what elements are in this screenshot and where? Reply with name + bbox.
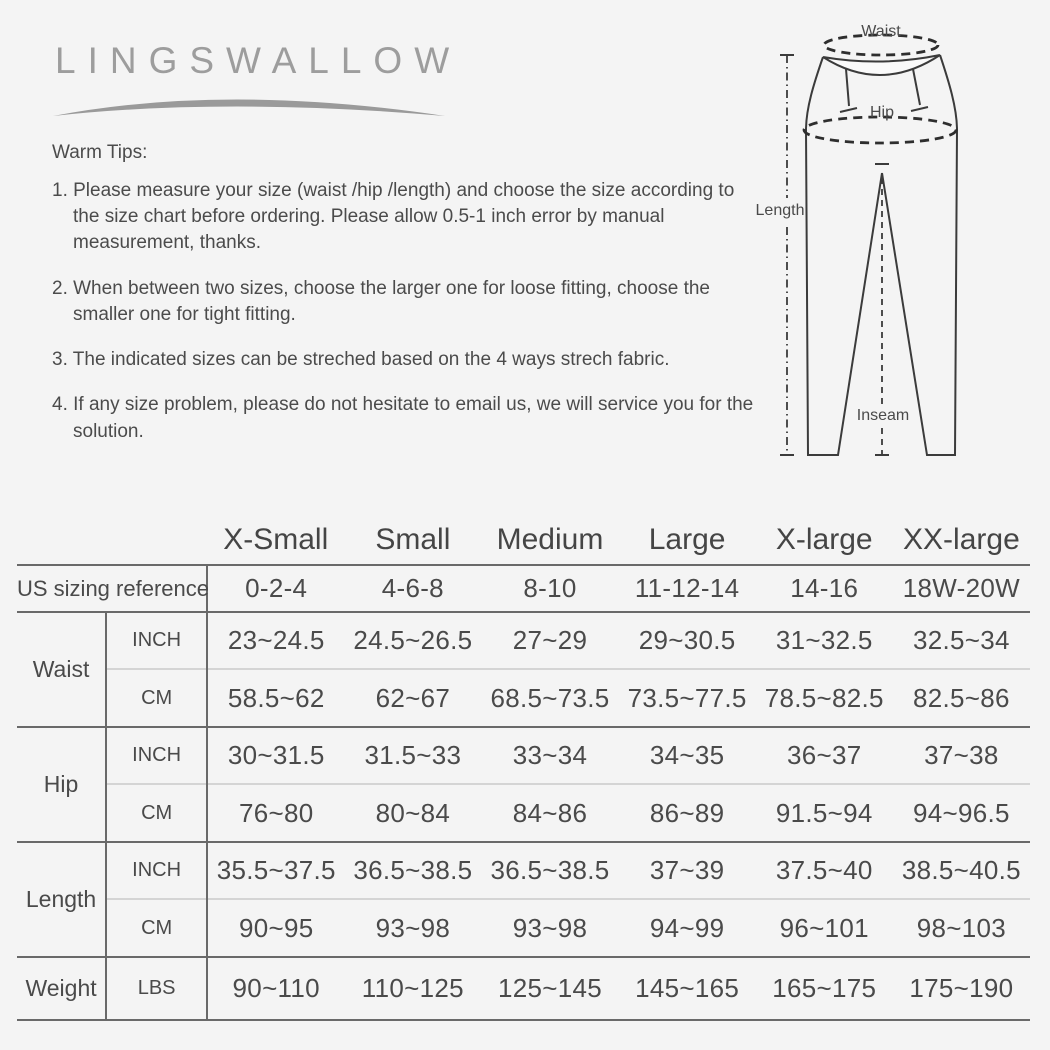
unit-label: INCH bbox=[106, 611, 209, 669]
size-cell: 58.5~62 bbox=[207, 668, 345, 727]
size-column-header: Small bbox=[344, 515, 482, 566]
size-cell: 93~98 bbox=[481, 898, 619, 957]
size-cell: 32.5~34 bbox=[892, 611, 1030, 669]
size-cell: 93~98 bbox=[344, 898, 482, 957]
inseam-line-caps bbox=[875, 163, 889, 456]
size-cell: 98~103 bbox=[892, 898, 1030, 957]
us-size-cell: 0-2-4 bbox=[245, 573, 308, 603]
size-cell: 73.5~77.5 bbox=[618, 668, 756, 727]
length-line-caps bbox=[780, 54, 794, 456]
size-column-header: Large bbox=[618, 515, 756, 566]
size-cell: 38.5~40.5 bbox=[892, 841, 1030, 899]
size-cell: 84~86 bbox=[481, 783, 619, 842]
size-cell: 125~145 bbox=[481, 956, 619, 1021]
size-cell: 35.5~37.5 bbox=[207, 841, 345, 899]
length-inch-row: Length INCH 35.5~37.5 36.5~38.5 36.5~38.… bbox=[17, 841, 1030, 957]
size-chart-table: X-Small Small Medium Large X-large XX-la… bbox=[17, 515, 1030, 1021]
size-cell: 110~125 bbox=[344, 956, 482, 1021]
us-size-cell: 8-10 bbox=[523, 573, 577, 603]
brand-swoosh-icon bbox=[53, 99, 445, 116]
size-cell: 90~95 bbox=[207, 898, 345, 957]
unit-label: CM bbox=[106, 898, 209, 957]
size-column-header: X-Small bbox=[207, 515, 345, 566]
size-cell: 91.5~94 bbox=[755, 783, 893, 842]
size-column-header: X-large bbox=[755, 515, 893, 566]
pants-measurement-diagram: Waist Hip Length Inseam bbox=[756, 23, 959, 456]
unit-label: INCH bbox=[106, 841, 209, 899]
size-cell: 78.5~82.5 bbox=[755, 668, 893, 727]
size-cell: 90~110 bbox=[207, 956, 345, 1021]
warm-tip-item: 2. When between two sizes, choose the la… bbox=[52, 277, 710, 325]
size-cell: 34~35 bbox=[618, 726, 756, 784]
size-cell: 80~84 bbox=[344, 783, 482, 842]
measurement-group-label: Length bbox=[17, 841, 108, 957]
size-cell: 31.5~33 bbox=[344, 726, 482, 784]
drawstring-right bbox=[910, 68, 929, 112]
size-cell: 33~34 bbox=[481, 726, 619, 784]
size-cell: 68.5~73.5 bbox=[481, 668, 619, 727]
us-size-cell: 18W-20W bbox=[902, 573, 1020, 603]
blank-header-cell bbox=[17, 515, 208, 566]
measurement-group-label: Hip bbox=[17, 726, 108, 842]
size-cell: 94~99 bbox=[618, 898, 756, 957]
hip-ellipse bbox=[802, 115, 958, 145]
measurement-group-label: Weight bbox=[17, 956, 108, 1021]
warm-tip-item: 4. If any size problem, please do not he… bbox=[52, 394, 754, 442]
size-cell: 94~96.5 bbox=[892, 783, 1030, 842]
size-cell: 76~80 bbox=[207, 783, 345, 842]
size-cell: 37.5~40 bbox=[755, 841, 893, 899]
hip-cm-row: CM 76~80 80~84 84~86 86~89 91.5~94 94~96… bbox=[17, 783, 1030, 842]
size-cell: 27~29 bbox=[481, 611, 619, 669]
size-cell: 96~101 bbox=[755, 898, 893, 957]
brand-logo: LINGSWALLOW bbox=[53, 40, 462, 116]
us-size-cell: 4-6-8 bbox=[381, 573, 444, 603]
size-cell: 23~24.5 bbox=[207, 611, 345, 669]
size-cell: 82.5~86 bbox=[892, 668, 1030, 727]
size-column-header: Medium bbox=[481, 515, 619, 566]
size-cell: 36.5~38.5 bbox=[344, 841, 482, 899]
waist-cm-row: CM 58.5~62 62~67 68.5~73.5 73.5~77.5 78.… bbox=[17, 668, 1030, 727]
size-header-row: X-Small Small Medium Large X-large XX-la… bbox=[17, 515, 1030, 566]
inseam-label: Inseam bbox=[857, 407, 909, 424]
warm-tip-item: 3. The indicated sizes can be streched b… bbox=[52, 349, 670, 371]
unit-label: CM bbox=[106, 668, 209, 727]
weight-row: Weight LBS 90~110 110~125 125~145 145~16… bbox=[17, 956, 1030, 1021]
brand-logo-text: LINGSWALLOW bbox=[55, 40, 462, 81]
us-size-cell: 11-12-14 bbox=[634, 573, 740, 603]
waist-ellipse bbox=[822, 33, 940, 57]
size-cell: 36.5~38.5 bbox=[481, 841, 619, 899]
size-cell: 37~38 bbox=[892, 726, 1030, 784]
hip-label: Hip bbox=[870, 104, 894, 121]
size-cell: 86~89 bbox=[618, 783, 756, 842]
measurement-group-label: Waist bbox=[17, 611, 108, 727]
us-size-cell: 14-16 bbox=[790, 573, 859, 603]
size-cell: 37~39 bbox=[618, 841, 756, 899]
waist-inch-row: Waist INCH 23~24.5 24.5~26.5 27~29 29~30… bbox=[17, 611, 1030, 727]
size-cell: 31~32.5 bbox=[755, 611, 893, 669]
size-cell: 30~31.5 bbox=[207, 726, 345, 784]
size-cell: 62~67 bbox=[344, 668, 482, 727]
waist-label: Waist bbox=[861, 23, 901, 40]
drawstring-left bbox=[839, 68, 858, 113]
size-cell: 36~37 bbox=[755, 726, 893, 784]
unit-label: CM bbox=[106, 783, 209, 842]
pants-outline bbox=[804, 54, 959, 456]
length-label: Length bbox=[756, 202, 805, 219]
size-cell: 24.5~26.5 bbox=[344, 611, 482, 669]
warm-tips-section: Warm Tips: 1. Please measure your size (… bbox=[52, 142, 758, 464]
size-cell: 175~190 bbox=[892, 956, 1030, 1021]
warm-tips-heading: Warm Tips: bbox=[52, 142, 148, 163]
size-cell: 145~165 bbox=[618, 956, 756, 1021]
length-cm-row: CM 90~95 93~98 93~98 94~99 96~101 98~103 bbox=[17, 898, 1030, 957]
unit-label: LBS bbox=[106, 956, 209, 1021]
size-column-header: XX-large bbox=[892, 515, 1030, 566]
warm-tip-item: 1. Please measure your size (waist /hip … bbox=[52, 180, 735, 254]
us-sizing-label: US sizing reference bbox=[17, 565, 209, 612]
unit-label: INCH bbox=[106, 726, 209, 784]
size-cell: 165~175 bbox=[755, 956, 893, 1021]
size-cell: 29~30.5 bbox=[618, 611, 756, 669]
hip-inch-row: Hip INCH 30~31.5 31.5~33 33~34 34~35 36~… bbox=[17, 726, 1030, 842]
us-sizing-row: US sizing reference 0-2-4 4-6-8 8-10 11-… bbox=[17, 565, 1030, 612]
